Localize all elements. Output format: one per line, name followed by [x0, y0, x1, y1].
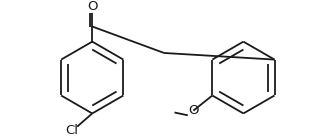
Text: O: O — [87, 0, 97, 13]
Text: O: O — [188, 104, 199, 117]
Text: Cl: Cl — [65, 124, 78, 137]
